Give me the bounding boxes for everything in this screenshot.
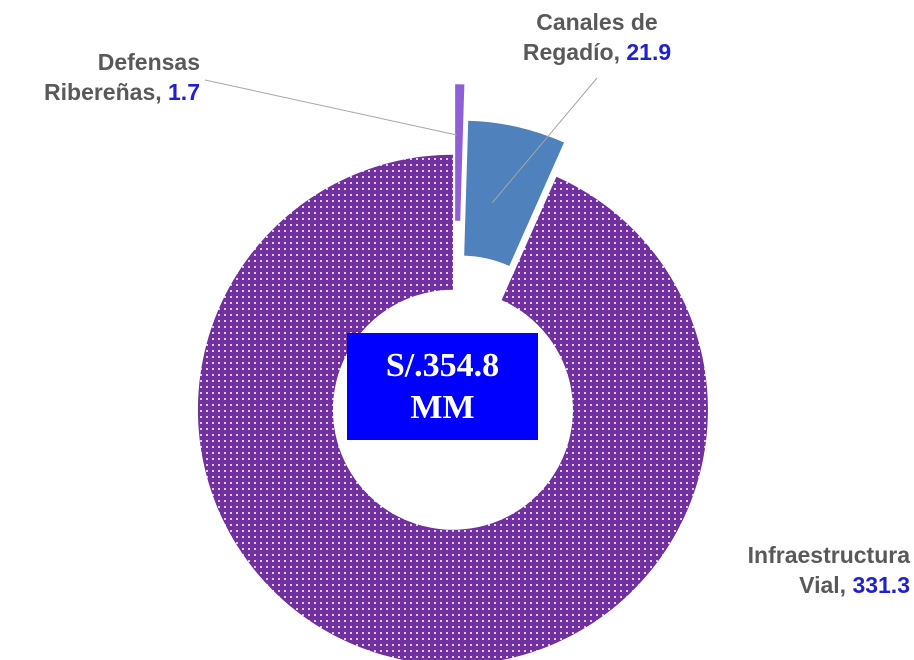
label-separator: ,	[839, 572, 853, 598]
leader-line	[204, 79, 457, 136]
category-name: Infraestructura Vial	[747, 542, 910, 598]
center-label: S/.354.8 MM	[347, 333, 538, 440]
slice-label: Infraestructura Vial, 331.3	[700, 540, 910, 600]
slice	[197, 154, 708, 660]
slice	[455, 84, 465, 221]
value-label: 1.7	[168, 79, 200, 105]
value-label: 331.3	[852, 572, 910, 598]
leader-line	[491, 77, 598, 204]
label-separator: ,	[155, 79, 169, 105]
slice-label: Canales de Regadío, 21.9	[497, 7, 697, 67]
category-name: Canales de Regadío	[522, 9, 658, 65]
slice	[464, 120, 565, 266]
label-separator: ,	[613, 39, 627, 65]
label-value-group: , 21.9	[614, 39, 672, 65]
value-label: 21.9	[626, 39, 672, 65]
label-value-group: , 331.3	[840, 572, 910, 598]
label-value-group: , 1.7	[155, 79, 200, 105]
slice-label: Defensas Ribereñas, 1.7	[5, 47, 200, 107]
category-name: Defensas Ribereñas	[44, 49, 200, 105]
